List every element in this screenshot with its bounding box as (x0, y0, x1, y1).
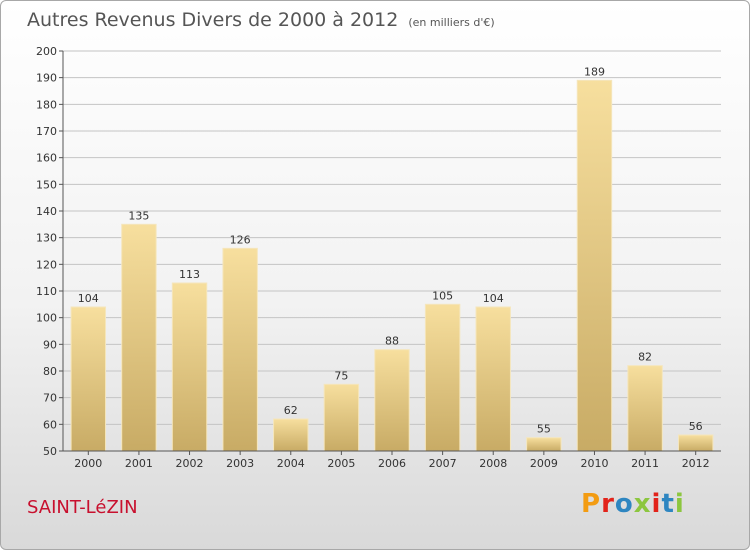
bar (424, 303, 461, 452)
data-label: 135 (128, 209, 149, 222)
data-label: 189 (584, 65, 605, 78)
y-tick-label: 100 (36, 312, 57, 325)
logo-letter: r (601, 489, 615, 519)
commune-name: SAINT-LéZIN (27, 497, 138, 518)
x-tick-label: 2007 (429, 457, 457, 470)
y-tick-label: 140 (36, 205, 57, 218)
logo-letter: i (651, 489, 662, 519)
logo-letter: o (614, 489, 634, 519)
data-label: 82 (638, 351, 652, 364)
x-tick-label: 2001 (125, 457, 153, 470)
y-tick-label: 120 (36, 258, 57, 271)
data-label: 104 (78, 292, 99, 305)
chart-title-text: Autres Revenus Divers de 2000 à 2012 (27, 9, 399, 31)
bar (171, 282, 208, 452)
data-label: 113 (179, 268, 200, 281)
y-tick-label: 130 (36, 232, 57, 245)
bar (222, 247, 258, 452)
data-label: 126 (230, 233, 251, 246)
data-label: 62 (284, 404, 298, 417)
y-tick-label: 60 (43, 418, 57, 431)
y-tick-label: 160 (36, 152, 57, 165)
x-tick-label: 2012 (682, 457, 710, 470)
logo-letter: P (581, 489, 602, 519)
logo-letter: x (633, 489, 652, 519)
bars: 104 135 113 126 62 75 88 105 104 55 189 82 56 (70, 65, 714, 452)
x-tick-label: 2011 (631, 457, 659, 470)
chart-title: Autres Revenus Divers de 2000 à 2012 (en… (27, 9, 495, 31)
axes: 50 60 70 80 90 100 110 120 130 140 150 160 170 180 190… (36, 45, 721, 470)
bar (677, 434, 714, 452)
bar (475, 306, 511, 452)
x-tick-label: 2003 (226, 457, 254, 470)
data-label: 75 (334, 369, 348, 382)
data-label: 88 (385, 335, 399, 348)
data-label: 56 (689, 420, 703, 433)
x-tick-label: 2000 (74, 457, 102, 470)
y-tick-label: 70 (43, 392, 57, 405)
bar (70, 306, 107, 452)
y-tick-label: 80 (43, 365, 57, 378)
x-tick-label: 2002 (176, 457, 204, 470)
bar (627, 365, 663, 452)
bar (273, 418, 309, 452)
proxiti-logo: Proxiti (581, 489, 685, 519)
bar (576, 79, 613, 452)
x-tick-label: 2005 (327, 457, 355, 470)
y-tick-label: 110 (36, 285, 57, 298)
y-tick-label: 50 (43, 445, 57, 458)
data-label: 105 (432, 289, 453, 302)
bar (374, 349, 410, 452)
y-tick-label: 170 (36, 125, 57, 138)
data-label: 55 (537, 423, 551, 436)
x-tick-label: 2008 (479, 457, 507, 470)
bar (121, 223, 157, 452)
x-tick-label: 2004 (277, 457, 305, 470)
logo-letter: i (674, 489, 685, 519)
logo-letter: t (661, 489, 675, 519)
x-tick-label: 2006 (378, 457, 406, 470)
y-tick-label: 200 (36, 45, 57, 58)
x-tick-label: 2010 (580, 457, 608, 470)
y-tick-label: 190 (36, 72, 57, 85)
y-tick-label: 90 (43, 338, 57, 351)
chart-subtitle: (en milliers d'€) (408, 16, 495, 29)
y-tick-label: 150 (36, 178, 57, 191)
data-label: 104 (483, 292, 504, 305)
x-tick-label: 2009 (530, 457, 558, 470)
bar (323, 383, 360, 452)
y-tick-label: 180 (36, 98, 57, 111)
bar (526, 437, 562, 452)
